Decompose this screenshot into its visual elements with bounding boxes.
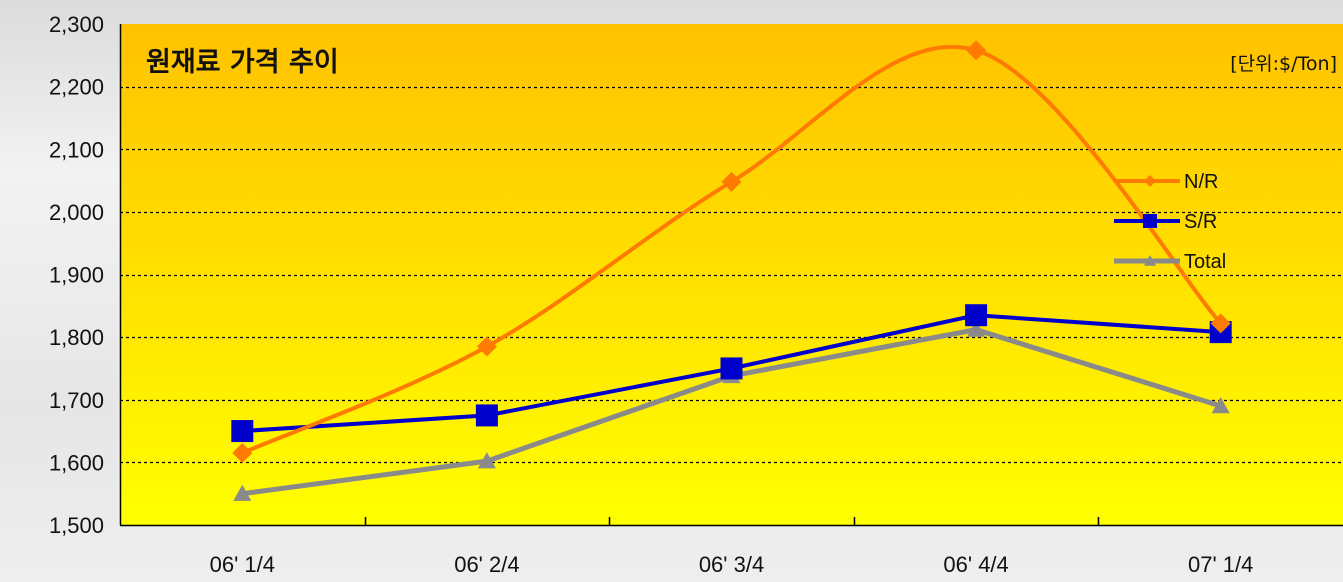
y-tick-label: 2,100 — [49, 137, 104, 162]
series-group — [231, 40, 1232, 501]
data-point-n-r — [232, 442, 253, 463]
y-tick-label: 2,200 — [49, 75, 104, 100]
legend-label: S/R — [1184, 211, 1217, 233]
plot-area — [120, 24, 1343, 525]
y-tick-label: 2,000 — [49, 200, 104, 225]
y-tick-label: 1,900 — [49, 263, 104, 288]
x-axis-ticks: 06' 1/4 06' 2/4 06' 3/4 06' 4/4 07' 1/4 — [210, 517, 1253, 577]
data-point-n-r — [476, 336, 497, 357]
x-tick-label: 07' 1/4 — [1188, 552, 1253, 577]
data-point-total — [233, 484, 252, 501]
legend: N/R S/R Total — [1114, 171, 1226, 273]
y-tick-label: 1,800 — [49, 325, 104, 350]
x-tick-label: 06' 1/4 — [210, 552, 275, 577]
data-point-total — [477, 452, 496, 469]
data-point-s-r — [965, 304, 988, 327]
y-tick-label: 2,300 — [49, 12, 104, 37]
series-line-n-r — [240, 44, 1223, 455]
series-s-r — [231, 304, 1232, 443]
data-point-total — [967, 320, 986, 337]
series-n-r — [232, 40, 1231, 463]
x-tick-label: 06' 4/4 — [943, 552, 1008, 577]
y-tick-label: 1,500 — [49, 513, 104, 538]
legend-swatch-marker — [1144, 175, 1156, 187]
data-point-s-r — [720, 357, 743, 380]
y-tick-label: 1,600 — [49, 450, 104, 475]
legend-swatch-marker — [1143, 214, 1157, 228]
legend-item-total: Total — [1114, 251, 1226, 273]
y-tick-label: 1,700 — [49, 388, 104, 413]
data-point-n-r — [721, 171, 742, 192]
data-point-n-r — [966, 40, 987, 61]
unit-label: [단위:$/Ton] — [1230, 53, 1337, 75]
x-tick-label: 06' 2/4 — [454, 552, 519, 577]
legend-item-s-r: S/R — [1114, 211, 1217, 233]
legend-swatch-marker — [1144, 255, 1156, 266]
legend-label: N/R — [1184, 171, 1218, 193]
y-axis-ticks: 1,500 1,600 1,700 1,800 1,900 2,000 2,100 2,200… — [49, 12, 104, 538]
chart-title: 원재료 가격 추이 — [146, 47, 339, 78]
x-tick-label: 06' 3/4 — [699, 552, 764, 577]
axes — [119, 24, 1343, 527]
data-point-n-r — [1210, 313, 1231, 334]
legend-label: Total — [1184, 251, 1226, 273]
data-point-s-r — [475, 404, 498, 427]
data-point-s-r — [231, 420, 254, 443]
data-point-total — [1211, 397, 1230, 414]
legend-item-n-r: N/R — [1114, 171, 1218, 193]
